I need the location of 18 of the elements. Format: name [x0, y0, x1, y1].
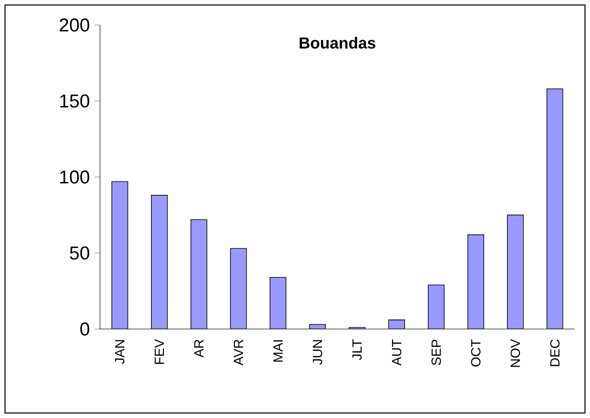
- x-tick-label: AUT: [392, 339, 402, 366]
- y-tick-label: 50: [70, 246, 90, 260]
- x-tick-label: JUN: [312, 340, 322, 365]
- y-tick-label: 150: [60, 94, 90, 108]
- x-tick-label: OCT: [471, 339, 480, 367]
- x-tick-label: AVR: [234, 340, 244, 366]
- x-tick-label: AR: [194, 340, 204, 358]
- x-tick-label: JLT: [352, 339, 362, 360]
- y-tick-label: 0: [80, 322, 90, 336]
- x-tick-label: MAI: [273, 340, 283, 362]
- x-tick-label: NOV: [510, 339, 520, 367]
- y-tick-label: 100: [60, 170, 90, 184]
- y-tick-label: 200: [60, 18, 90, 32]
- text: Bouandas: [300, 36, 376, 49]
- x-tick-label: FEV: [154, 339, 164, 364]
- x-tick-label: JAN: [115, 340, 124, 364]
- x-tick-label: DEC: [550, 340, 560, 366]
- x-tick-label: SEP: [432, 340, 441, 366]
